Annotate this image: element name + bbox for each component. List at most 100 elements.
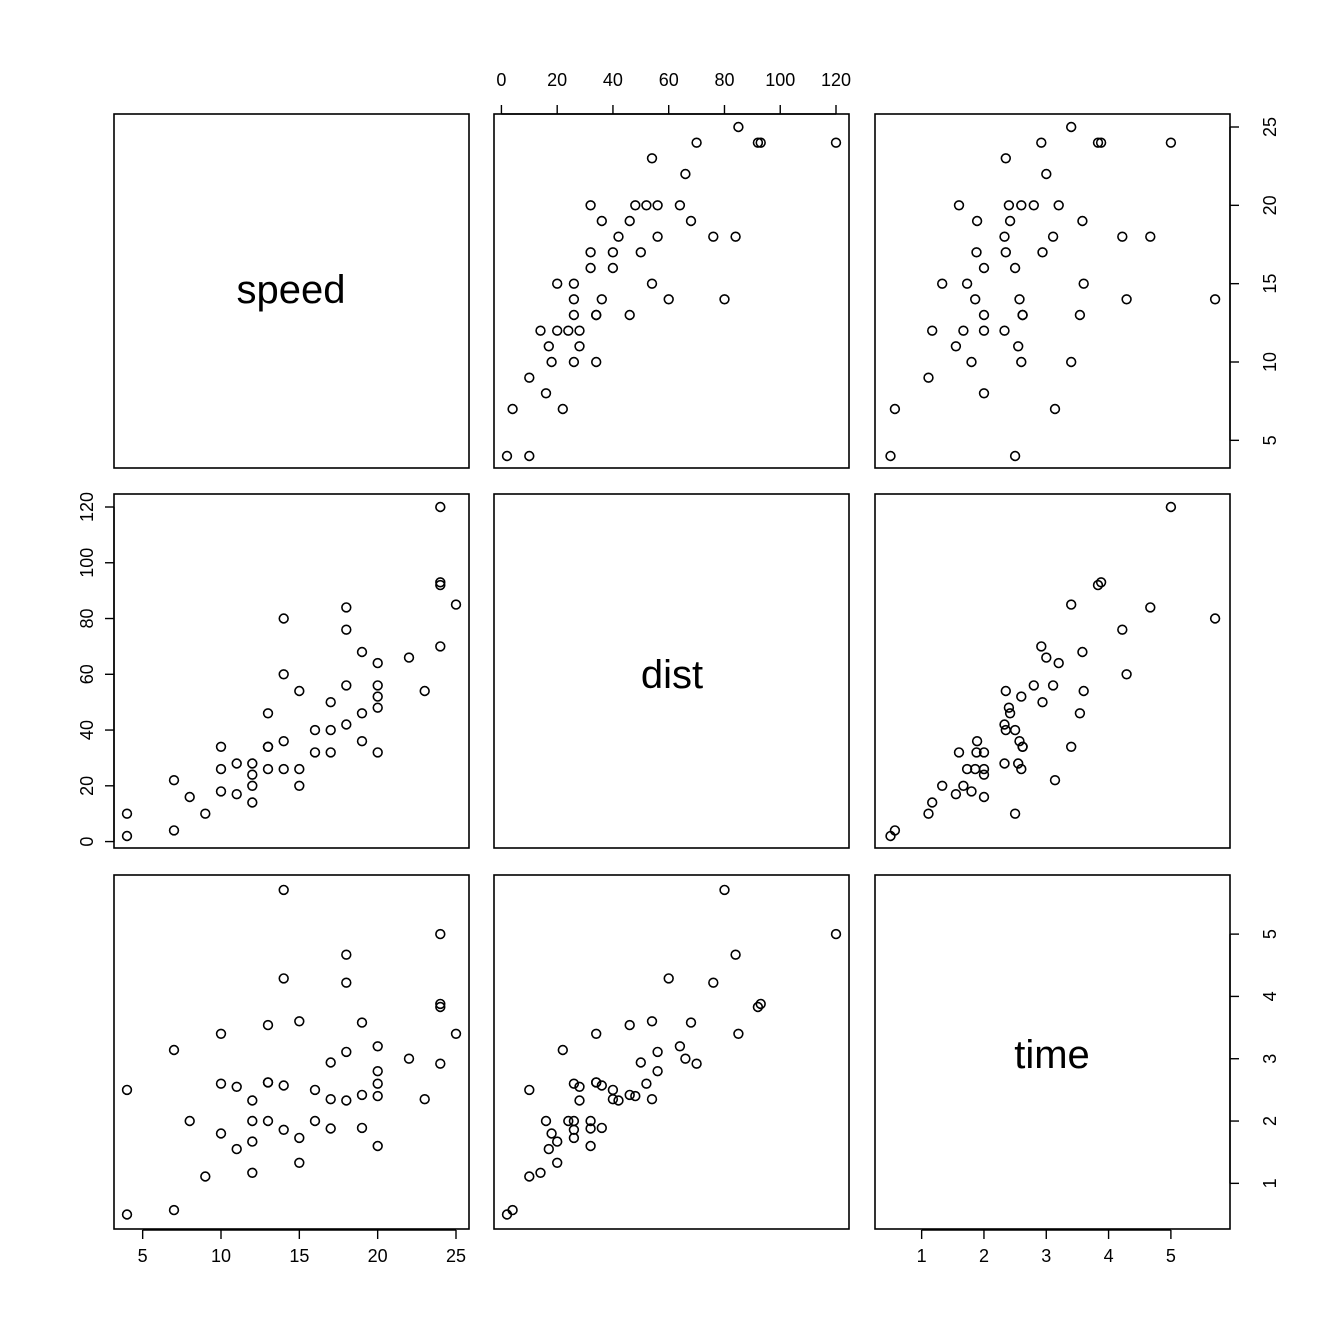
point-speed-time <box>294 1132 305 1144</box>
point-dist-time <box>646 1016 658 1027</box>
point-speed-dist <box>184 791 195 803</box>
point-speed-time <box>247 1167 258 1179</box>
tick-label-speed: 20 <box>368 1246 388 1266</box>
point-time-speed <box>1209 294 1221 305</box>
point-dist-speed <box>596 215 607 227</box>
point-speed-time <box>309 1084 321 1096</box>
point-speed-dist <box>231 788 242 800</box>
tick-label-speed: 20 <box>1260 195 1280 215</box>
point-speed-dist <box>294 780 305 791</box>
point-dist-time <box>524 1171 535 1182</box>
point-speed-time <box>294 1016 305 1027</box>
point-time-speed <box>1014 294 1025 305</box>
point-speed-dist <box>231 758 242 769</box>
point-time-dist <box>971 735 983 747</box>
point-time-dist <box>1000 685 1011 697</box>
point-time-speed <box>1003 200 1015 211</box>
point-speed-time <box>372 1041 383 1052</box>
point-speed-time <box>372 1078 383 1089</box>
point-time-dist <box>1121 669 1132 680</box>
tick-label-dist: 20 <box>547 70 567 90</box>
point-dist-speed <box>635 247 646 258</box>
point-time-dist <box>1065 741 1077 752</box>
point-speed-time <box>419 1093 430 1105</box>
point-dist-speed <box>551 325 563 336</box>
point-speed-time <box>168 1204 180 1216</box>
point-speed-dist <box>325 747 336 758</box>
point-speed-time <box>247 1095 258 1106</box>
point-dist-speed <box>585 262 596 274</box>
point-dist-speed <box>652 231 663 242</box>
point-speed-time <box>247 1115 258 1127</box>
point-time-dist <box>1041 652 1052 663</box>
point-speed-time <box>121 1209 133 1220</box>
point-speed-dist <box>372 747 383 758</box>
point-speed-dist <box>435 641 446 652</box>
point-speed-time <box>215 1128 227 1139</box>
point-speed-dist <box>356 646 368 658</box>
point-dist-time <box>574 1095 585 1106</box>
point-time-speed <box>971 247 982 258</box>
point-time-dist <box>1017 741 1028 752</box>
point-speed-dist <box>435 501 446 513</box>
point-dist-time <box>752 1001 764 1013</box>
point-time-speed <box>1004 215 1016 227</box>
point-speed-time <box>184 1115 195 1127</box>
point-time-speed <box>1078 278 1089 289</box>
point-speed-time <box>435 1058 446 1069</box>
tick-label-speed: 25 <box>446 1246 466 1266</box>
point-dist-speed <box>540 388 552 399</box>
point-time-dist <box>1092 579 1104 591</box>
point-dist-time <box>540 1115 552 1127</box>
point-dist-speed <box>568 356 580 368</box>
point-dist-time <box>830 928 842 940</box>
point-speed-time <box>341 977 352 988</box>
tick-label-time: 1 <box>1260 1178 1280 1188</box>
point-time-dist <box>1209 613 1221 624</box>
point-speed-dist <box>435 577 446 588</box>
point-speed-dist <box>341 719 352 730</box>
point-dist-time <box>652 1065 663 1077</box>
point-dist-time <box>652 1046 663 1058</box>
point-time-speed <box>1053 200 1064 211</box>
tick-label-dist: 80 <box>77 609 97 629</box>
point-time-speed <box>953 200 965 211</box>
point-dist-speed <box>830 137 842 148</box>
point-speed-time <box>356 1122 368 1134</box>
point-dist-speed <box>685 215 697 227</box>
point-time-dist <box>936 780 948 791</box>
point-time-dist <box>966 786 977 797</box>
point-speed-dist <box>309 724 321 736</box>
point-time-dist <box>1012 758 1024 769</box>
point-speed-time <box>450 1028 462 1040</box>
point-dist-time <box>624 1089 635 1101</box>
point-speed-dist <box>341 602 352 613</box>
point-dist-speed <box>691 137 702 148</box>
point-dist-speed <box>733 121 744 133</box>
point-speed-dist <box>215 763 227 775</box>
point-speed-dist <box>215 741 227 752</box>
diag-label-speed: speed <box>237 268 346 312</box>
point-speed-time <box>372 1140 383 1152</box>
point-time-dist <box>926 797 938 808</box>
point-time-dist <box>1165 501 1177 513</box>
point-dist-speed <box>585 247 596 258</box>
point-speed-time <box>325 1057 336 1068</box>
point-dist-speed <box>641 200 652 211</box>
point-time-dist <box>1014 735 1025 747</box>
point-time-speed <box>1065 356 1077 368</box>
point-dist-speed <box>596 294 607 305</box>
point-dist-speed <box>524 372 535 383</box>
point-speed-dist <box>168 825 180 836</box>
point-dist-time <box>755 998 766 1010</box>
point-speed-time <box>356 1089 368 1101</box>
point-speed-time <box>435 928 446 940</box>
point-speed-time <box>262 1019 274 1031</box>
point-speed-dist <box>278 735 289 747</box>
point-time-speed <box>999 325 1010 336</box>
point-time-dist <box>1145 602 1156 613</box>
point-dist-speed <box>752 137 764 148</box>
point-dist-time <box>524 1084 535 1096</box>
point-time-dist <box>1047 680 1059 691</box>
